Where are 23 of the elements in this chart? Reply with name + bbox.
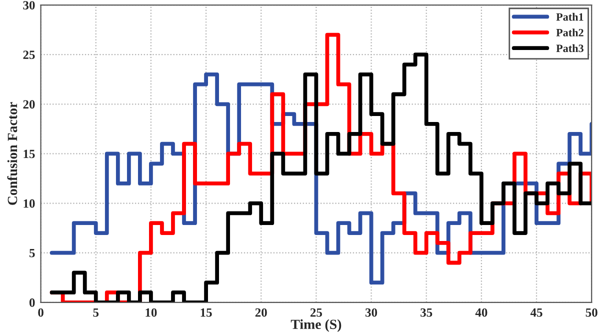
y-tick-label: 0	[29, 298, 35, 307]
y-tick-label: 5	[29, 248, 35, 258]
x-tick-label: 25	[310, 308, 322, 317]
y-tick-label: 25	[23, 50, 35, 60]
y-tick-label: 30	[23, 1, 35, 10]
x-axis-title: Time (S)	[290, 319, 342, 332]
x-tick-label: 45	[530, 308, 542, 317]
x-tick-label: 10	[146, 308, 157, 317]
y-tick-label: 10	[24, 199, 35, 208]
x-tick-label: 30	[366, 308, 378, 317]
legend-label: Path3	[556, 44, 584, 52]
y-axis-title: Confusion Factor	[7, 102, 18, 205]
x-tick-label: 35	[420, 308, 432, 317]
x-tick-label: 0	[38, 308, 44, 317]
y-tick-label: 15	[24, 150, 35, 158]
y-tick-label: 20	[23, 100, 35, 109]
legend-label: Path1	[556, 12, 584, 21]
x-tick-label: 5	[93, 308, 99, 317]
x-tick-label: 15	[200, 308, 212, 317]
x-tick-label: 40	[475, 308, 488, 317]
x-tick-label: 50	[586, 308, 598, 317]
x-tick-label: 20	[255, 308, 267, 317]
legend-label: Path2	[556, 28, 584, 36]
